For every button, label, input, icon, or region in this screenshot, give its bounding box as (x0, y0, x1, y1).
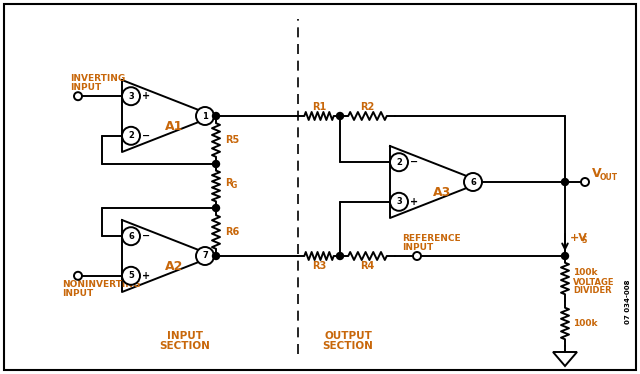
Text: G: G (231, 181, 237, 190)
Text: INVERTING: INVERTING (70, 74, 125, 83)
Text: 5: 5 (128, 271, 134, 280)
Text: OUT: OUT (600, 173, 618, 182)
Text: INPUT: INPUT (70, 83, 101, 92)
Circle shape (561, 252, 568, 260)
Text: S: S (582, 236, 588, 245)
Circle shape (413, 252, 421, 260)
Text: R6: R6 (225, 227, 239, 237)
Text: +: + (142, 91, 150, 101)
Text: +V: +V (570, 233, 588, 243)
Circle shape (212, 113, 220, 120)
Text: 7: 7 (202, 251, 208, 261)
Text: 07 034-008: 07 034-008 (625, 279, 631, 324)
Text: R: R (225, 178, 232, 188)
Circle shape (212, 205, 220, 212)
Text: R4: R4 (360, 261, 374, 271)
Circle shape (196, 247, 214, 265)
Text: 6: 6 (128, 232, 134, 241)
Text: 2: 2 (396, 158, 402, 167)
Text: SECTION: SECTION (159, 341, 211, 351)
Text: SECTION: SECTION (323, 341, 373, 351)
Circle shape (464, 173, 482, 191)
Text: VOLTAGE: VOLTAGE (573, 278, 614, 287)
Circle shape (561, 178, 568, 186)
Circle shape (581, 178, 589, 186)
Circle shape (212, 252, 220, 260)
Circle shape (390, 193, 408, 211)
Circle shape (74, 92, 82, 100)
Text: 3: 3 (128, 92, 134, 101)
Text: REFERENCE: REFERENCE (402, 233, 461, 242)
Circle shape (337, 252, 344, 260)
Circle shape (196, 107, 214, 125)
Text: 6: 6 (470, 178, 476, 187)
Text: 3: 3 (396, 197, 402, 206)
Circle shape (122, 267, 140, 285)
Text: OUTPUT: OUTPUT (324, 331, 372, 341)
Circle shape (122, 87, 140, 105)
Text: INPUT: INPUT (402, 242, 433, 251)
Circle shape (390, 153, 408, 171)
Text: R2: R2 (360, 102, 374, 112)
Text: 2: 2 (128, 131, 134, 140)
Text: 100k: 100k (573, 319, 598, 328)
Circle shape (122, 227, 140, 245)
Text: A2: A2 (165, 260, 183, 273)
Circle shape (122, 127, 140, 145)
Circle shape (212, 160, 220, 168)
Text: INPUT: INPUT (62, 289, 93, 298)
Text: R3: R3 (312, 261, 326, 271)
Text: +: + (410, 197, 418, 207)
Text: A1: A1 (165, 120, 183, 132)
Text: +: + (142, 271, 150, 281)
Text: A3: A3 (433, 186, 451, 199)
Circle shape (337, 113, 344, 120)
Text: 100k: 100k (573, 268, 598, 277)
Text: 1: 1 (202, 111, 208, 120)
Text: INPUT: INPUT (167, 331, 203, 341)
Circle shape (74, 272, 82, 280)
Text: −: − (142, 231, 150, 241)
Text: V: V (592, 167, 602, 180)
Text: DIVIDER: DIVIDER (573, 286, 612, 295)
Text: −: − (410, 157, 418, 167)
Text: R5: R5 (225, 135, 239, 145)
Text: R1: R1 (312, 102, 326, 112)
Text: −: − (142, 131, 150, 141)
Text: NONINVERTING: NONINVERTING (62, 280, 140, 289)
